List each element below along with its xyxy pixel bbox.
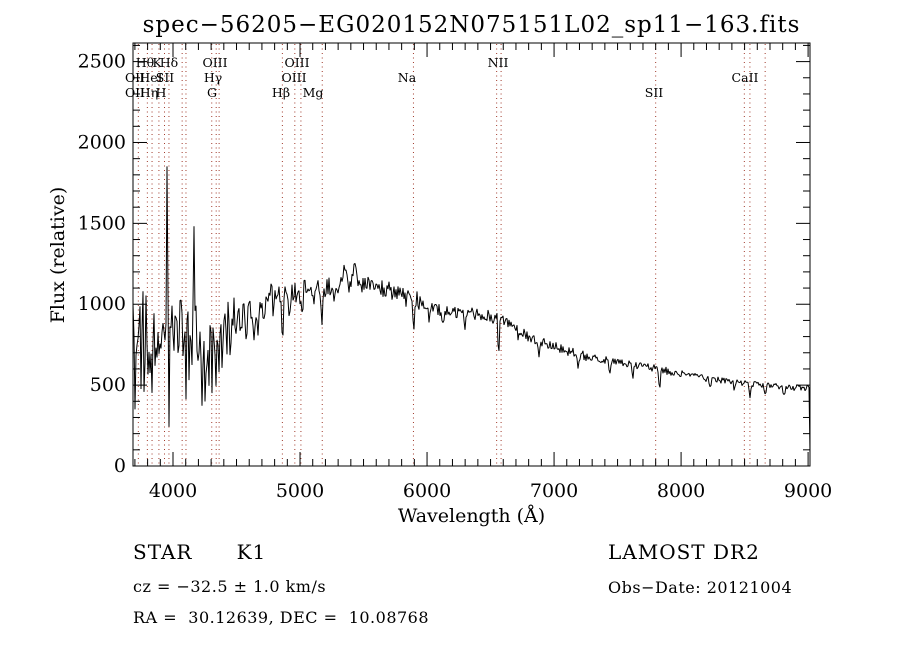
spectrum-line (132, 166, 811, 454)
x-tick-label: 8000 (657, 480, 705, 502)
y-tick-label: 2000 (78, 131, 126, 153)
marker-label: Hη (140, 85, 158, 100)
y-tick-label: 0 (114, 455, 126, 477)
marker-label: OIII (202, 55, 227, 70)
obs-date-label: Obs−Date: 20121004 (608, 578, 793, 597)
marker-label: H (156, 85, 167, 100)
marker-label: Hγ (204, 70, 222, 85)
y-tick-label: 1000 (78, 293, 126, 315)
survey-label: LAMOST DR2 (608, 540, 760, 564)
marker-label: NII (488, 55, 509, 70)
marker-label: CaII (732, 70, 759, 85)
marker-label: Mg (303, 85, 324, 100)
marker-label: G (207, 85, 217, 100)
coordinates-label: RA = 30.12639, DEC = 10.08768 (133, 608, 430, 627)
x-tick-label: 4000 (149, 480, 197, 502)
marker-label: SII (156, 70, 175, 85)
marker-label: OIII (284, 55, 309, 70)
radial-velocity-label: cz = −32.5 ± 1.0 km/s (133, 577, 327, 596)
marker-label: HeI (139, 70, 162, 85)
plot-box (132, 42, 811, 467)
marker-label: SII (645, 85, 664, 100)
marker-label: OII (125, 70, 145, 85)
x-tick-label: 5000 (276, 480, 324, 502)
marker-label: Hδ (160, 55, 178, 70)
y-tick-label: 500 (90, 374, 126, 396)
marker-label: Na (398, 70, 417, 85)
x-tick-label: 9000 (784, 480, 832, 502)
marker-label: Hβ (272, 85, 290, 100)
marker-label: K (152, 55, 162, 70)
marker-label: Hθ (136, 55, 154, 70)
y-tick-label: 1500 (78, 212, 126, 234)
x-axis-label: Wavelength (Å) (397, 505, 546, 527)
marker-label: OIII (281, 70, 306, 85)
page-title: spec−56205−EG020152N075151L02_sp11−163.f… (142, 12, 801, 38)
object-class-label: STAR K1 (133, 540, 267, 564)
x-tick-label: 6000 (403, 480, 451, 502)
x-tick-label: 7000 (530, 480, 578, 502)
marker-label: OII (125, 85, 145, 100)
y-tick-label: 2500 (78, 51, 126, 73)
